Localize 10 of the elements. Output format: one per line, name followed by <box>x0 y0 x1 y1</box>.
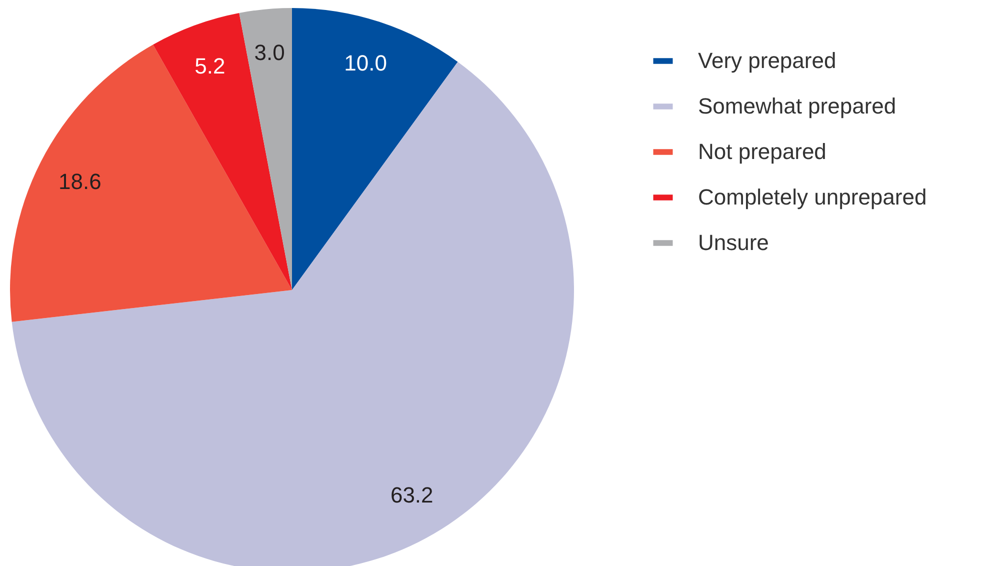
data-label: 5.2 <box>194 54 226 79</box>
data-label: 10.0 <box>344 50 387 76</box>
data-label: 3.0 <box>254 40 285 66</box>
legend-label: Somewhat prepared <box>698 94 896 118</box>
data-label: 18.6 <box>58 168 102 194</box>
data-label: 63.2 <box>390 482 434 508</box>
legend-label: Not prepared <box>698 139 826 164</box>
legend-label: Unsure <box>698 230 769 255</box>
legend-label: Very prepared <box>698 48 836 73</box>
legend-label: Completely unprepared <box>698 184 927 210</box>
